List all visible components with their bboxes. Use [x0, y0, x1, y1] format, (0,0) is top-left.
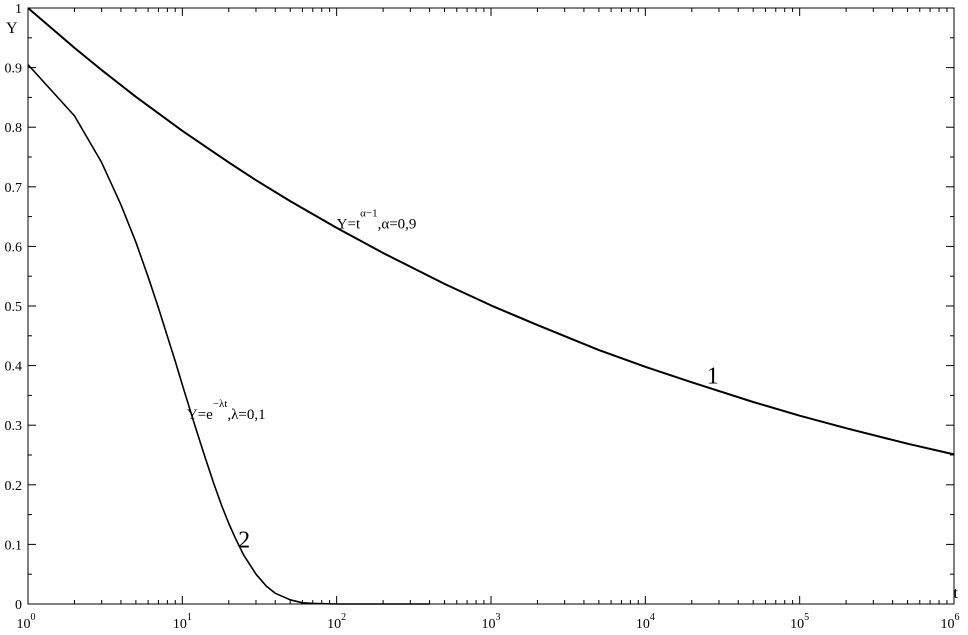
y-tick-label: 0.9: [5, 62, 23, 77]
y-tick-labels: 0 0.1 0.2 0.3 0.4 0.5 0.6 0.7 0.8 0.9 1: [5, 2, 23, 613]
x-tick-label: 105: [790, 612, 809, 632]
y-axis-label: Y: [6, 20, 18, 37]
y-tick-label: 0.1: [5, 538, 23, 553]
formula-params: ,λ=0,1: [227, 407, 265, 423]
x-tick-exponent: 6: [955, 612, 960, 623]
y-tick-label: 0.3: [5, 419, 23, 434]
x-tick-label: 103: [482, 612, 501, 632]
x-tick-exponent: 1: [187, 612, 192, 623]
curve-label-2: 2: [238, 527, 250, 553]
axis-ticks: [27, 7, 955, 605]
x-tick-base: 10: [636, 617, 650, 632]
formula-2: Y=e−λt,λ=0,1: [187, 398, 266, 423]
x-tick-label: 101: [173, 612, 192, 632]
y-tick-label: 1: [15, 2, 22, 17]
x-tick-base: 10: [327, 617, 341, 632]
formula-base: Y=e: [187, 407, 213, 423]
x-tick-base: 10: [790, 617, 804, 632]
x-tick-exponent: 4: [650, 612, 655, 623]
x-tick-label: 106: [941, 612, 960, 632]
curve-label-1: 1: [707, 363, 719, 389]
x-tick-label: 104: [636, 612, 655, 632]
series-line-2: [27, 64, 430, 605]
formula-exponent: α−1: [360, 208, 377, 220]
x-tick-base: 10: [17, 617, 31, 632]
x-tick-base: 10: [941, 617, 955, 632]
x-tick-label: 102: [327, 612, 346, 632]
y-tick-label: 0.8: [5, 121, 23, 136]
x-tick-exponent: 5: [804, 612, 809, 623]
formula-base: Y=t: [337, 217, 361, 233]
formula-exponent: −λt: [213, 398, 228, 410]
y-tick-label: 0.7: [5, 181, 23, 196]
y-tick-label: 0.5: [5, 300, 23, 315]
y-tick-label: 0.4: [5, 360, 23, 375]
x-tick-exponent: 0: [31, 612, 36, 623]
series-line-1: [27, 7, 955, 456]
x-tick-label: 100: [17, 612, 36, 632]
formula-params: ,α=0,9: [378, 217, 417, 233]
x-tick-base: 10: [173, 617, 187, 632]
x-tick-exponent: 3: [496, 612, 501, 623]
x-tick-exponent: 2: [341, 612, 346, 623]
y-tick-label: 0.6: [5, 240, 23, 255]
annotations: Y=tα−1,α=0,9 Y=e−λt,λ=0,1 1 2: [187, 208, 719, 554]
x-axis-label: t: [954, 585, 959, 602]
y-tick-label: 0.2: [5, 479, 23, 494]
formula-1: Y=tα−1,α=0,9: [337, 208, 417, 233]
y-tick-label: 0: [15, 598, 22, 613]
series-group: [27, 7, 955, 605]
x-tick-base: 10: [482, 617, 496, 632]
x-tick-labels: 100 101 102 103 104 105 106: [17, 612, 960, 632]
